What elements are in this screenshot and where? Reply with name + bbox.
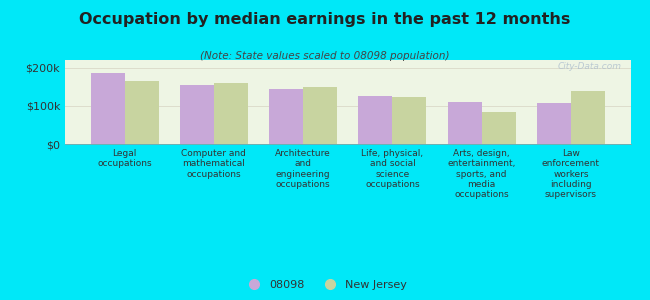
- Text: City-Data.com: City-Data.com: [558, 62, 622, 71]
- Bar: [571, 91, 605, 144]
- Bar: [448, 102, 482, 144]
- Text: (Note: State values scaled to 08098 population): (Note: State values scaled to 08098 popu…: [200, 51, 450, 61]
- Bar: [393, 97, 426, 144]
- Bar: [125, 81, 159, 144]
- Bar: [482, 112, 515, 144]
- Bar: [358, 96, 393, 144]
- Bar: [303, 88, 337, 144]
- Bar: [214, 83, 248, 144]
- Text: Occupation by median earnings in the past 12 months: Occupation by median earnings in the pas…: [79, 12, 571, 27]
- Bar: [537, 103, 571, 144]
- Legend: 08098, New Jersey: 08098, New Jersey: [239, 276, 411, 294]
- Bar: [180, 85, 214, 144]
- Bar: [91, 74, 125, 144]
- Bar: [269, 88, 303, 144]
